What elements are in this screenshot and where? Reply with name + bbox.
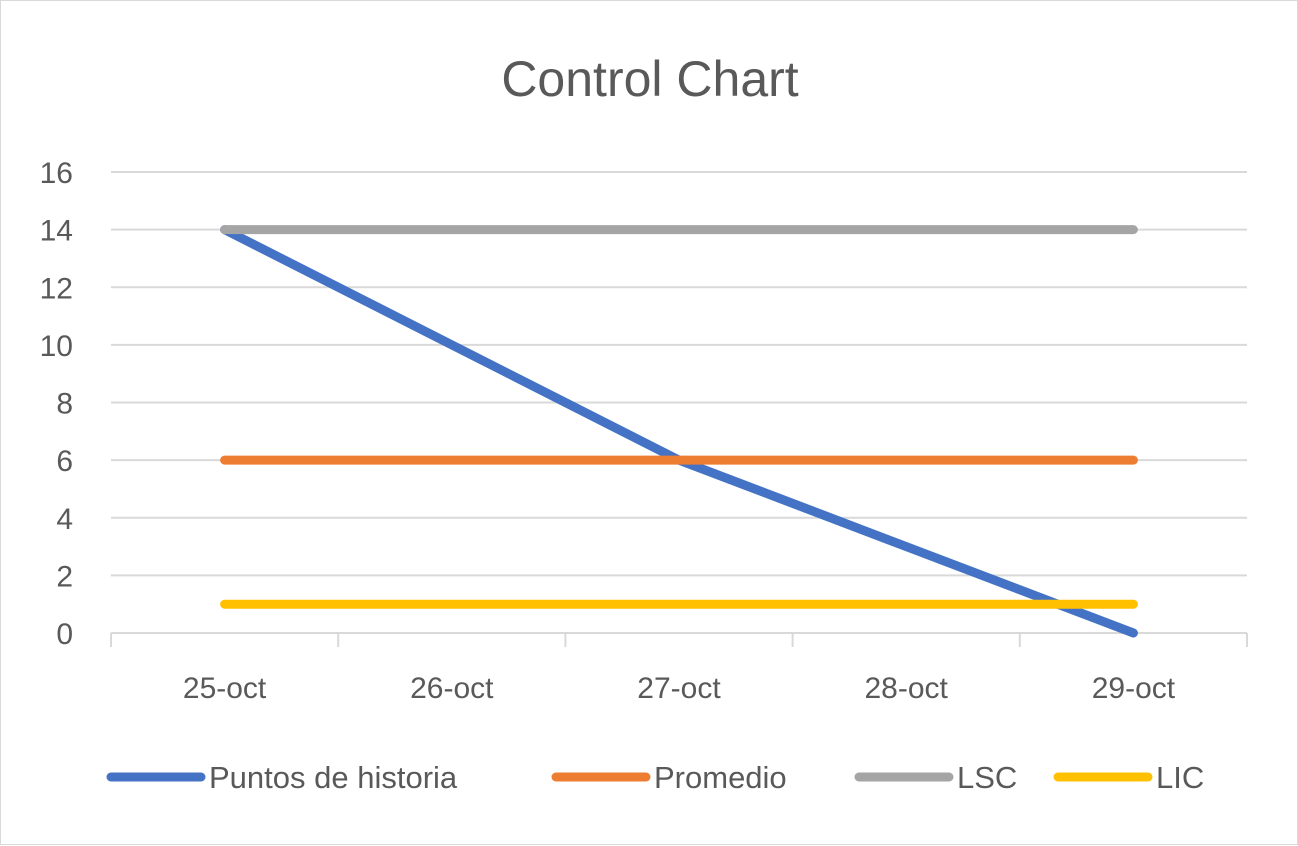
y-tick-label: 6 <box>56 445 73 478</box>
legend-label: Puntos de historia <box>209 760 458 795</box>
y-tick-label: 16 <box>40 157 73 190</box>
x-tick-label: 27-oct <box>637 672 721 705</box>
legend-label: LSC <box>957 760 1017 795</box>
legend-label: Promedio <box>654 760 787 795</box>
y-axis-ticks: 0 2 4 6 8 10 12 14 16 <box>40 157 73 651</box>
y-tick-label: 14 <box>40 215 73 248</box>
chart-title: Control Chart <box>501 51 798 107</box>
y-tick-label: 10 <box>40 330 73 363</box>
x-tick-label: 25-oct <box>183 672 267 705</box>
y-tick-label: 8 <box>56 388 73 421</box>
x-tick-label: 26-oct <box>410 672 494 705</box>
y-tick-label: 0 <box>56 618 73 651</box>
y-tick-label: 4 <box>56 503 73 536</box>
x-tick-label: 29-oct <box>1092 672 1176 705</box>
x-tick-label: 28-oct <box>865 672 949 705</box>
series-lines <box>220 225 1138 638</box>
x-axis-ticks: 25-oct 26-oct 27-oct 28-oct 29-oct <box>183 672 1176 705</box>
legend-label: LIC <box>1156 760 1204 795</box>
legend: Puntos de historia Promedio LSC LIC <box>106 760 1204 795</box>
y-tick-label: 2 <box>56 560 73 593</box>
x-axis <box>110 632 1248 647</box>
y-tick-label: 12 <box>40 272 73 305</box>
series-line-puntos-de-historia <box>220 225 1138 638</box>
